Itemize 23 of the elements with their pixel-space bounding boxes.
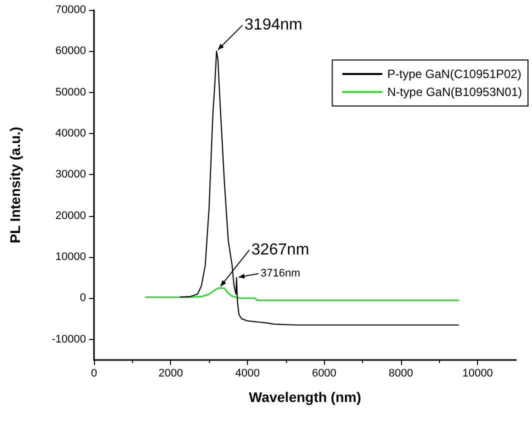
- legend-label: P-type GaN(C10951P02): [387, 67, 522, 81]
- x-tick-label: 4000: [235, 368, 260, 380]
- y-tick-label: 20000: [55, 210, 86, 222]
- y-tick-label: 30000: [55, 168, 86, 181]
- line-series: [144, 287, 460, 302]
- x-tick-label: 0: [90, 368, 98, 380]
- y-tick-label: 0: [80, 292, 86, 304]
- y-tick-label: 50000: [55, 86, 86, 98]
- x-tick-label: 10000: [462, 368, 493, 380]
- annotation: 3716nm: [260, 268, 300, 280]
- y-tick-label: 60000: [55, 45, 86, 58]
- y-tick-label: -10000: [52, 333, 86, 346]
- x-tick-label: 8000: [388, 368, 414, 380]
- y-tick-label: 70000: [55, 4, 86, 16]
- annotation: 3267nm: [251, 241, 310, 258]
- x-axis-title: Wavelength (nm): [248, 389, 362, 405]
- y-tick-label: 40000: [55, 128, 86, 140]
- y-axis-title: PL Intensity (a.u.): [7, 126, 23, 244]
- x-tick-label: 6000: [312, 368, 336, 380]
- annotation: 3194nm: [244, 16, 302, 34]
- legend-label: N-type GaN(B10953N01): [387, 85, 522, 99]
- x-tick-label: 2000: [158, 368, 183, 380]
- y-tick-label: 10000: [55, 251, 86, 264]
